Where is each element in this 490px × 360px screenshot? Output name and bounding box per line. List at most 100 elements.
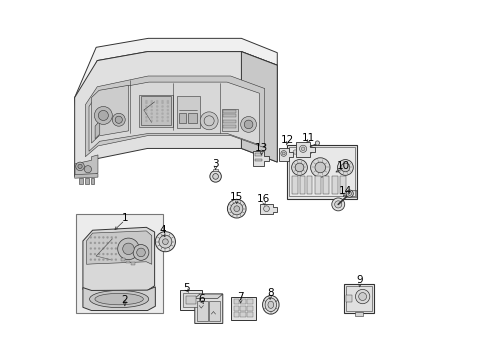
Circle shape bbox=[307, 150, 312, 154]
Bar bbox=[234, 300, 239, 305]
Circle shape bbox=[106, 236, 109, 238]
Bar bbox=[255, 153, 262, 156]
Circle shape bbox=[90, 258, 92, 261]
Text: 13: 13 bbox=[255, 143, 269, 153]
Circle shape bbox=[90, 253, 92, 255]
Circle shape bbox=[137, 248, 146, 257]
Circle shape bbox=[94, 242, 96, 244]
Circle shape bbox=[167, 100, 169, 102]
Circle shape bbox=[156, 105, 158, 108]
Polygon shape bbox=[296, 142, 315, 157]
Polygon shape bbox=[74, 51, 277, 176]
Circle shape bbox=[112, 113, 125, 126]
Circle shape bbox=[102, 242, 104, 244]
Circle shape bbox=[98, 242, 100, 244]
Text: 7: 7 bbox=[237, 292, 244, 302]
Circle shape bbox=[231, 203, 243, 215]
Circle shape bbox=[146, 102, 147, 104]
Circle shape bbox=[295, 163, 304, 172]
Polygon shape bbox=[231, 297, 256, 320]
Circle shape bbox=[167, 109, 169, 111]
Circle shape bbox=[341, 163, 350, 172]
Text: 1: 1 bbox=[122, 213, 128, 222]
Circle shape bbox=[315, 162, 326, 173]
Bar bbox=[85, 178, 89, 184]
Circle shape bbox=[146, 120, 147, 122]
Bar bbox=[247, 312, 253, 317]
Circle shape bbox=[146, 113, 147, 115]
Circle shape bbox=[299, 145, 307, 152]
Circle shape bbox=[102, 253, 104, 255]
Bar bbox=[240, 306, 246, 311]
Circle shape bbox=[98, 253, 100, 255]
Circle shape bbox=[346, 190, 353, 197]
Circle shape bbox=[315, 141, 319, 145]
Circle shape bbox=[227, 199, 246, 218]
Bar bbox=[76, 214, 163, 313]
Text: 6: 6 bbox=[198, 294, 205, 304]
Bar bbox=[315, 176, 320, 194]
Bar bbox=[234, 312, 239, 317]
Bar bbox=[255, 159, 262, 161]
Circle shape bbox=[84, 166, 92, 173]
Circle shape bbox=[115, 242, 117, 244]
Bar bbox=[131, 262, 135, 265]
Circle shape bbox=[151, 102, 153, 104]
Circle shape bbox=[102, 236, 104, 238]
Circle shape bbox=[111, 247, 113, 249]
Circle shape bbox=[151, 100, 153, 102]
Bar bbox=[223, 110, 236, 113]
Circle shape bbox=[264, 206, 270, 212]
Bar bbox=[293, 176, 298, 194]
Bar bbox=[332, 176, 338, 194]
Circle shape bbox=[161, 102, 164, 104]
Circle shape bbox=[210, 171, 221, 182]
Circle shape bbox=[335, 201, 342, 208]
Text: 14: 14 bbox=[339, 186, 352, 197]
Circle shape bbox=[106, 258, 109, 261]
Bar bbox=[240, 300, 246, 305]
Circle shape bbox=[118, 238, 139, 260]
Bar bbox=[234, 306, 239, 311]
Polygon shape bbox=[195, 294, 223, 323]
Bar bbox=[223, 120, 236, 123]
Circle shape bbox=[338, 159, 353, 175]
Bar bbox=[91, 178, 95, 184]
Bar bbox=[79, 178, 83, 184]
Circle shape bbox=[159, 235, 172, 248]
Circle shape bbox=[156, 120, 158, 122]
Circle shape bbox=[90, 242, 92, 244]
Circle shape bbox=[76, 162, 84, 171]
Circle shape bbox=[200, 112, 218, 130]
Circle shape bbox=[115, 258, 117, 261]
Circle shape bbox=[94, 247, 96, 249]
Bar bbox=[139, 95, 173, 127]
Polygon shape bbox=[260, 204, 276, 215]
Circle shape bbox=[163, 239, 168, 244]
Bar bbox=[247, 300, 253, 305]
Circle shape bbox=[161, 116, 164, 118]
Circle shape bbox=[106, 242, 109, 244]
Circle shape bbox=[301, 147, 305, 150]
Ellipse shape bbox=[265, 298, 276, 312]
Circle shape bbox=[115, 236, 117, 238]
Circle shape bbox=[90, 236, 92, 238]
Circle shape bbox=[146, 116, 147, 118]
Polygon shape bbox=[95, 121, 100, 139]
Circle shape bbox=[111, 258, 113, 261]
Bar bbox=[197, 301, 208, 320]
Circle shape bbox=[161, 113, 164, 115]
Circle shape bbox=[94, 236, 96, 238]
Text: 2: 2 bbox=[122, 295, 128, 305]
Circle shape bbox=[94, 253, 96, 255]
Circle shape bbox=[161, 109, 164, 111]
Circle shape bbox=[98, 258, 100, 261]
Bar bbox=[180, 290, 202, 310]
Circle shape bbox=[98, 236, 100, 238]
Bar bbox=[290, 147, 355, 197]
Bar bbox=[355, 312, 363, 316]
Text: 9: 9 bbox=[356, 275, 363, 285]
Polygon shape bbox=[83, 287, 155, 311]
Circle shape bbox=[167, 116, 169, 118]
Bar bbox=[299, 176, 305, 194]
